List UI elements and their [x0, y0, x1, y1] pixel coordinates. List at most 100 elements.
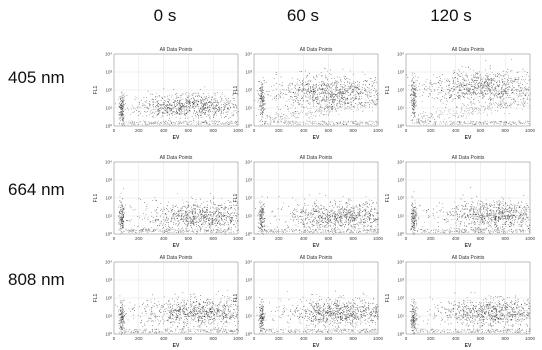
scatter-point	[193, 124, 194, 125]
scatter-point	[175, 224, 176, 225]
scatter-point	[166, 208, 167, 209]
scatter-point	[490, 109, 491, 110]
scatter-point	[485, 108, 486, 109]
scatter-point	[352, 106, 353, 107]
scatter-point	[514, 100, 515, 101]
scatter-point	[308, 83, 309, 84]
scatter-point	[209, 121, 210, 122]
scatter-point	[313, 91, 314, 92]
scatter-point	[444, 98, 445, 99]
scatter-point	[185, 106, 186, 107]
scatter-point	[433, 117, 434, 118]
scatter-point	[204, 212, 205, 213]
scatter-point	[196, 100, 197, 101]
scatter-point	[526, 74, 527, 75]
scatter-point	[262, 86, 263, 87]
scatter-point	[351, 84, 352, 85]
scatter-point	[367, 87, 368, 88]
scatter-point	[121, 112, 122, 113]
scatter-point	[479, 83, 480, 84]
scatter-point	[328, 98, 329, 99]
scatter-point	[279, 119, 280, 120]
scatter-point	[377, 96, 378, 97]
scatter-point	[310, 122, 311, 123]
scatter-point	[419, 122, 420, 123]
scatter-point	[151, 110, 152, 111]
scatter-point	[413, 102, 414, 103]
scatter-point	[318, 99, 319, 100]
scatter-point	[505, 88, 506, 89]
scatter-point	[270, 123, 271, 124]
scatter-point	[358, 124, 359, 125]
scatter-point	[360, 103, 361, 104]
scatter-point	[179, 213, 180, 214]
scatter-point	[479, 112, 480, 113]
scatter-point	[283, 119, 284, 120]
scatter-point	[145, 105, 146, 106]
scatter-point	[261, 110, 262, 111]
scatter-point	[517, 95, 518, 96]
scatter-point	[152, 94, 153, 95]
scatter-point	[159, 124, 160, 125]
scatter-point	[155, 97, 156, 98]
scatter-point	[187, 122, 188, 123]
scatter-point	[147, 108, 148, 109]
scatter-point	[120, 107, 121, 108]
scatter-point	[332, 96, 333, 97]
scatter-point	[314, 88, 315, 89]
scatter-point	[491, 109, 492, 110]
scatter-point	[473, 91, 474, 92]
scatter-point	[415, 107, 416, 108]
scatter-point	[484, 109, 485, 110]
column-header-60s: 60 s	[258, 6, 348, 26]
scatter-point	[207, 207, 208, 208]
scatter-point	[334, 85, 335, 86]
scatter-point	[230, 219, 231, 220]
scatter-point	[135, 122, 136, 123]
scatter-point	[357, 105, 358, 106]
scatter-point	[147, 111, 148, 112]
scatter-point	[451, 96, 452, 97]
scatter-point	[169, 95, 170, 96]
scatter-point	[435, 83, 436, 84]
scatter-point	[203, 101, 204, 102]
scatter-point	[432, 97, 433, 98]
scatter-point	[280, 118, 281, 119]
scatter-point	[262, 108, 263, 109]
scatter-point	[353, 86, 354, 87]
scatter-point	[206, 210, 207, 211]
scatter-point	[450, 113, 451, 114]
scatter-point	[215, 218, 216, 219]
scatter-point	[484, 86, 485, 87]
scatter-point	[337, 100, 338, 101]
scatter-point	[122, 109, 123, 110]
scatter-point	[124, 100, 125, 101]
scatter-point	[466, 108, 467, 109]
scatter-point	[202, 106, 203, 107]
scatter-point	[259, 109, 260, 110]
scatter-point	[413, 77, 414, 78]
scatter-point	[194, 108, 195, 109]
scatter-point	[453, 82, 454, 83]
scatter-point	[449, 81, 450, 82]
scatter-point	[349, 87, 350, 88]
scatter-point	[158, 114, 159, 115]
scatter-point	[200, 210, 201, 211]
scatter-point	[441, 83, 442, 84]
scatter-point	[277, 115, 278, 116]
scatter-point	[350, 122, 351, 123]
scatter-point	[524, 103, 525, 104]
scatter-point	[520, 99, 521, 100]
scatter-point	[162, 211, 163, 212]
scatter-point	[426, 115, 427, 116]
scatter-point	[341, 86, 342, 87]
scatter-point	[337, 83, 338, 84]
scatter-point	[196, 111, 197, 112]
y-tick-label: 10⁴	[397, 52, 404, 57]
scatter-point	[487, 78, 488, 79]
scatter-point	[316, 115, 317, 116]
scatter-point	[522, 123, 523, 124]
scatter-point	[500, 105, 501, 106]
scatter-point	[165, 121, 166, 122]
scatter-point	[491, 83, 492, 84]
